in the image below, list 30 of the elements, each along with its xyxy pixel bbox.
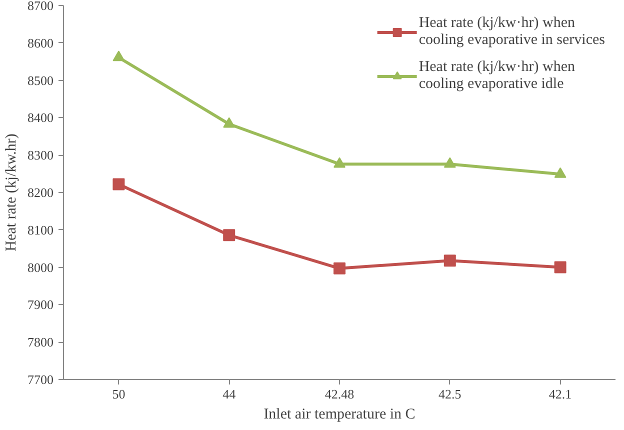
y-tick-label: 8600 xyxy=(28,35,54,50)
legend-label: Heat rate (kj/kw·hr) when cooling evaporative in services xyxy=(418,15,605,49)
point xyxy=(334,262,346,274)
point xyxy=(444,157,456,168)
point xyxy=(554,261,566,274)
x-tick-label: 42.5 xyxy=(438,386,462,402)
point xyxy=(334,157,346,168)
point xyxy=(554,167,566,178)
point xyxy=(112,178,125,190)
y-axis-title: Heat rate (kj/kw.hr) xyxy=(4,134,20,252)
y-tick-label: 8500 xyxy=(28,72,54,88)
y-tick-label: 8200 xyxy=(28,185,54,200)
y-tick-label: 8700 xyxy=(28,0,54,13)
y-tick-label: 8100 xyxy=(28,222,54,238)
point xyxy=(112,50,125,62)
x-axis-title: Inlet air temperature in C xyxy=(264,406,416,422)
y-tick-label: 7700 xyxy=(28,372,54,387)
y-tick-label: 8000 xyxy=(28,260,54,275)
legend-label: Heat rate (kj/kw·hr) when cooling evaporative idle xyxy=(418,59,575,93)
point xyxy=(223,229,236,242)
y-tick-label: 8400 xyxy=(28,110,54,126)
point xyxy=(223,117,236,128)
x-tick-label: 42.48 xyxy=(324,386,354,402)
y-tick-label: 8300 xyxy=(28,148,54,163)
x-tick-label: 50 xyxy=(112,386,126,402)
point xyxy=(444,254,456,267)
x-tick-label: 42.1 xyxy=(548,386,572,402)
y-tick-label: 7900 xyxy=(28,297,54,312)
y-tick-label: 7800 xyxy=(28,334,54,350)
x-tick-label: 44 xyxy=(222,386,236,402)
